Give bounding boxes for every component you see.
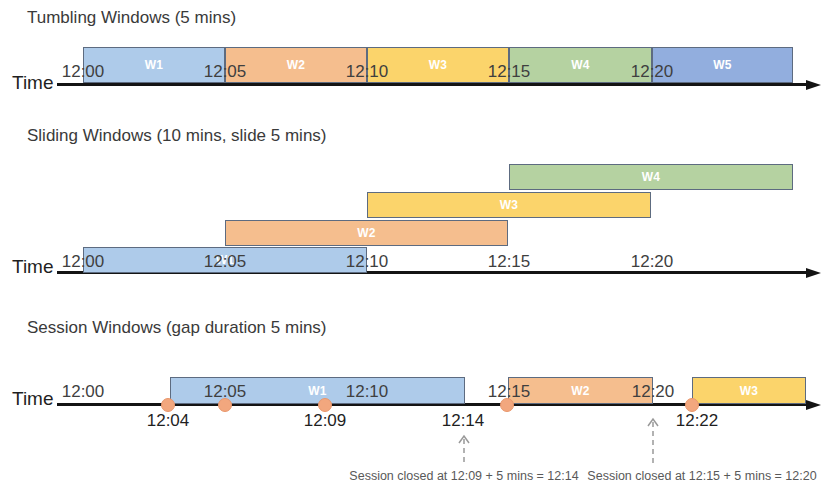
session-tick-1210: 12:10	[346, 382, 389, 402]
window-label: W4	[571, 58, 590, 72]
event-dot-1215	[500, 398, 514, 412]
sliding-time-axis-label: Time	[12, 256, 54, 278]
windowing-diagram: Tumbling Windows (5 mins) Time W1 W2 W3 …	[0, 0, 829, 498]
session-tick-1200: 12:00	[62, 382, 105, 402]
tumbling-axis-arrow-icon	[806, 80, 821, 90]
window-label: W2	[357, 226, 376, 240]
window-label: W1	[145, 58, 164, 72]
window-label: W3	[429, 58, 448, 72]
tumbling-time-axis	[57, 83, 807, 86]
sliding-section-title: Sliding Windows (10 mins, slide 5 mins)	[27, 126, 327, 146]
event-dot-1209	[318, 398, 332, 412]
tumbling-tick-1215: 12:15	[488, 62, 531, 82]
window-label: W4	[642, 170, 661, 184]
session-closed-annotation-1: Session closed at 12:09 + 5 mins = 12:14	[349, 469, 578, 483]
event-dot-1204	[161, 398, 175, 412]
dashed-up-arrow-icon	[457, 434, 471, 464]
event-dot-1205	[218, 398, 232, 412]
event-time-label-1214: 12:14	[442, 411, 485, 431]
session-closed-annotation-2: Session closed at 12:15 + 5 mins = 12:20	[587, 469, 816, 483]
sliding-window-w2: W2	[225, 220, 508, 246]
event-dot-1222	[685, 398, 699, 412]
sliding-tick-1210: 12:10	[346, 252, 389, 272]
session-tick-1220: 12:20	[632, 382, 675, 402]
sliding-tick-1200: 12:00	[62, 252, 105, 272]
session-window-w3: W3	[692, 377, 806, 404]
event-time-label-1204: 12:04	[147, 411, 190, 431]
window-label: W5	[713, 58, 732, 72]
session-axis-arrow-icon	[806, 400, 821, 410]
tumbling-tick-1205: 12:05	[204, 62, 247, 82]
session-time-axis-label: Time	[12, 388, 54, 410]
tumbling-section-title: Tumbling Windows (5 mins)	[27, 8, 236, 28]
window-label: W2	[287, 58, 306, 72]
tumbling-tick-1210: 12:10	[346, 62, 389, 82]
event-time-label-1222: 12:22	[676, 411, 719, 431]
window-label: W3	[500, 198, 519, 212]
tumbling-tick-1220: 12:20	[631, 62, 674, 82]
dashed-up-arrow-icon	[646, 417, 660, 464]
sliding-tick-1220: 12:20	[631, 252, 674, 272]
window-label: W2	[571, 384, 590, 398]
sliding-window-w3: W3	[367, 192, 651, 218]
window-label: W1	[308, 384, 327, 398]
tumbling-tick-1200: 12:00	[62, 62, 105, 82]
sliding-window-w4: W4	[509, 164, 793, 190]
window-label: W3	[740, 384, 759, 398]
session-section-title: Session Windows (gap duration 5 mins)	[27, 318, 327, 338]
sliding-tick-1215: 12:15	[488, 252, 531, 272]
event-time-label-1209: 12:09	[304, 411, 347, 431]
tumbling-time-axis-label: Time	[12, 72, 54, 94]
sliding-tick-1205: 12:05	[204, 252, 247, 272]
sliding-axis-arrow-icon	[806, 268, 821, 278]
